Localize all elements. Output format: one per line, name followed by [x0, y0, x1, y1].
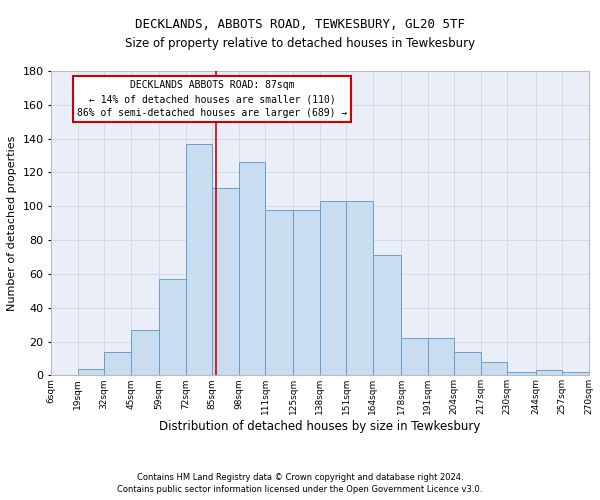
Bar	[320, 201, 346, 376]
Bar	[185, 144, 212, 376]
Bar	[562, 372, 589, 376]
Bar	[293, 210, 320, 376]
X-axis label: Distribution of detached houses by size in Tewkesbury: Distribution of detached houses by size …	[159, 420, 481, 433]
Bar	[159, 279, 185, 376]
Text: Contains HM Land Registry data © Crown copyright and database right 2024.: Contains HM Land Registry data © Crown c…	[137, 473, 463, 482]
Text: Size of property relative to detached houses in Tewkesbury: Size of property relative to detached ho…	[125, 38, 475, 51]
Bar	[373, 256, 401, 376]
Bar	[401, 338, 428, 376]
Bar	[428, 338, 454, 376]
Bar	[104, 352, 131, 376]
Bar	[346, 201, 373, 376]
Bar	[212, 188, 239, 376]
Text: Contains public sector information licensed under the Open Government Licence v3: Contains public sector information licen…	[118, 486, 482, 494]
Text: DECKLANDS, ABBOTS ROAD, TEWKESBURY, GL20 5TF: DECKLANDS, ABBOTS ROAD, TEWKESBURY, GL20…	[135, 18, 465, 30]
Bar	[536, 370, 562, 376]
Y-axis label: Number of detached properties: Number of detached properties	[7, 136, 17, 311]
Bar	[454, 352, 481, 376]
Text: DECKLANDS ABBOTS ROAD: 87sqm
← 14% of detached houses are smaller (110)
86% of s: DECKLANDS ABBOTS ROAD: 87sqm ← 14% of de…	[77, 80, 347, 118]
Bar	[507, 372, 536, 376]
Bar	[78, 368, 104, 376]
Bar	[481, 362, 507, 376]
Bar	[239, 162, 265, 376]
Bar	[265, 210, 293, 376]
Bar	[131, 330, 159, 376]
